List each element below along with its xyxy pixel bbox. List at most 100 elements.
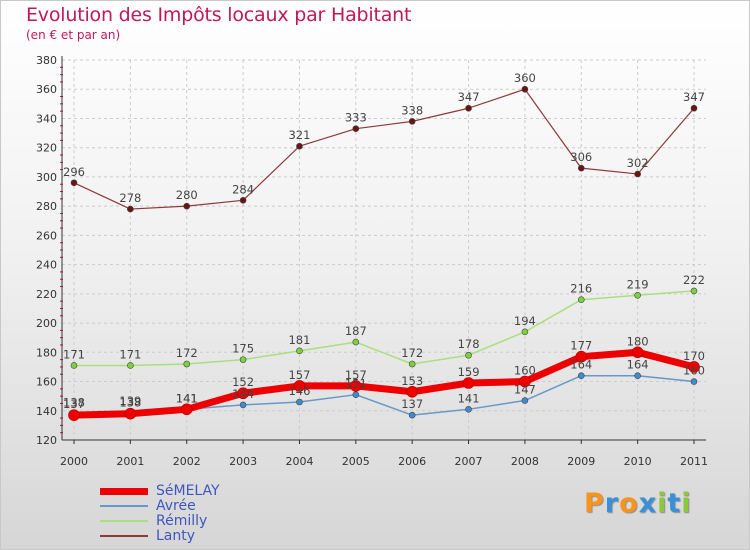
data-point — [68, 409, 80, 421]
data-label: 157 — [345, 368, 367, 382]
data-label: 338 — [401, 103, 423, 117]
data-point — [465, 351, 472, 359]
y-tick-label: 360 — [36, 83, 57, 96]
data-label: 306 — [570, 150, 592, 164]
data-point — [690, 104, 698, 112]
x-tick-label: 2008 — [511, 455, 539, 468]
data-point — [70, 362, 78, 369]
data-label: 360 — [514, 71, 536, 85]
logo-letter: i — [657, 488, 668, 519]
data-point — [296, 142, 303, 150]
data-label: 178 — [458, 337, 480, 351]
y-tick-label: 240 — [36, 259, 57, 272]
data-label: 321 — [288, 128, 310, 142]
x-tick-label: 2000 — [60, 455, 88, 468]
data-point — [634, 170, 641, 178]
y-tick-label: 320 — [36, 142, 57, 155]
data-point — [521, 328, 529, 336]
data-label: 180 — [627, 334, 649, 348]
data-point — [577, 164, 585, 172]
x-tick-label: 2005 — [342, 455, 370, 468]
data-label: 222 — [683, 273, 705, 287]
data-point — [465, 104, 472, 112]
data-label: 181 — [288, 333, 310, 347]
series-line-3 — [73, 88, 695, 210]
data-point — [70, 179, 78, 187]
data-point — [127, 205, 134, 213]
data-point — [690, 287, 698, 295]
data-label: 170 — [683, 349, 705, 363]
data-point — [239, 401, 247, 409]
data-label: 138 — [119, 396, 141, 410]
data-label: 144 — [232, 387, 254, 401]
data-label: 347 — [683, 90, 705, 104]
legend-label: Rémilly — [156, 513, 208, 529]
data-point — [688, 361, 700, 373]
data-label: 152 — [232, 375, 254, 389]
data-label: 216 — [570, 282, 592, 296]
y-tick-label: 160 — [36, 376, 57, 389]
data-point — [124, 407, 137, 420]
y-tick-label: 280 — [36, 200, 57, 213]
data-label: 280 — [176, 188, 198, 202]
y-tick-label: 180 — [36, 346, 57, 359]
data-label: 187 — [345, 324, 367, 338]
data-point — [239, 197, 247, 204]
legend-swatch — [100, 487, 148, 495]
legend-swatch — [100, 535, 148, 537]
data-label: 141 — [176, 391, 198, 405]
data-point — [465, 406, 472, 413]
data-label: 333 — [345, 111, 367, 125]
x-tick-label: 2004 — [285, 455, 313, 468]
data-label: 146 — [288, 384, 310, 398]
y-tick-label: 120 — [36, 434, 57, 447]
data-label: 160 — [683, 364, 705, 378]
logo-letter: i — [681, 488, 692, 519]
data-label: 296 — [63, 165, 85, 179]
data-label: 278 — [119, 191, 141, 205]
legend-label: SéMELAY — [156, 483, 220, 499]
x-tick-label: 2006 — [398, 455, 426, 468]
data-point — [296, 398, 303, 406]
data-point — [577, 372, 585, 379]
data-label: 157 — [288, 368, 310, 382]
data-point — [406, 385, 418, 398]
data-point — [462, 377, 475, 389]
data-point — [350, 380, 362, 392]
legend-label: Lanty — [156, 528, 196, 544]
data-label: 159 — [458, 365, 480, 379]
data-point — [634, 292, 641, 299]
data-point — [408, 411, 416, 419]
data-label: 137 — [63, 397, 85, 411]
data-label: 147 — [514, 383, 536, 397]
y-tick-label: 220 — [36, 288, 57, 301]
data-label: 175 — [232, 342, 254, 356]
data-point — [631, 346, 644, 359]
data-point — [352, 125, 360, 132]
data-point — [180, 403, 193, 416]
data-label: 153 — [401, 374, 423, 388]
data-point — [296, 347, 303, 355]
x-tick-label: 2007 — [455, 455, 483, 468]
data-label: 139 — [119, 394, 141, 408]
data-label: 171 — [63, 347, 85, 361]
data-label: 177 — [570, 339, 592, 353]
logo-letter: r — [604, 488, 620, 519]
proxiti-logo: Proxiti — [584, 488, 692, 519]
data-point — [408, 118, 416, 125]
data-point — [127, 362, 134, 369]
data-point — [521, 85, 529, 93]
logo-letter: o — [619, 488, 639, 519]
data-label: 194 — [514, 314, 536, 328]
y-tick-label: 340 — [36, 112, 57, 125]
data-label: 164 — [570, 358, 592, 372]
data-label: 164 — [627, 358, 649, 372]
data-label: 141 — [458, 391, 480, 405]
legend-label: Avrée — [156, 498, 196, 514]
data-label: 141 — [176, 391, 198, 405]
data-label: 137 — [401, 397, 423, 411]
logo-letter: t — [667, 488, 682, 519]
data-point — [634, 372, 641, 379]
